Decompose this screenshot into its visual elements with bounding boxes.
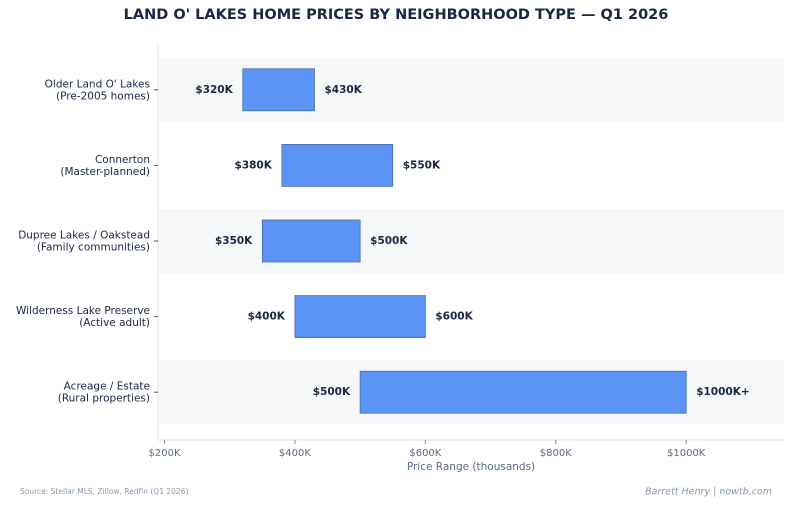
y-tick-label: Older Land O' Lakes: [45, 78, 150, 90]
x-tick-label: $600K: [409, 448, 441, 459]
y-tick-label: Acreage / Estate: [64, 381, 150, 393]
y-tick-label: Wilderness Lake Preserve: [16, 305, 150, 317]
low-label: $380K: [235, 159, 273, 171]
bar: [261, 219, 361, 263]
bar: [281, 143, 394, 187]
credit: Barrett Henry | nowtb.com: [645, 487, 772, 498]
bar: [359, 370, 687, 414]
y-tick-sublabel: (Rural properties): [58, 393, 150, 405]
x-tick-label: $800K: [540, 448, 572, 459]
bar: [294, 295, 426, 339]
high-label: $430K: [325, 84, 363, 96]
bar: [242, 68, 315, 112]
x-tick-label: $400K: [279, 448, 311, 459]
x-axis-label: Price Range (thousands): [407, 461, 535, 473]
y-tick-sublabel: (Active adult): [79, 317, 150, 329]
low-label: $320K: [195, 84, 233, 96]
y-tick-label: Connerton: [95, 154, 150, 166]
y-tick-sublabel: (Pre-2005 homes): [56, 90, 150, 102]
chart-title: LAND O' LAKES HOME PRICES BY NEIGHBORHOO…: [124, 7, 669, 23]
y-tick-sublabel: (Family communities): [37, 242, 150, 254]
y-tick-sublabel: (Master-planned): [60, 166, 150, 178]
low-label: $350K: [215, 235, 253, 247]
high-label: $550K: [403, 159, 441, 171]
low-label: $400K: [248, 311, 286, 323]
high-label: $500K: [370, 235, 408, 247]
x-tick-label: $1000K: [667, 448, 706, 459]
high-label: $600K: [435, 311, 473, 323]
low-label: $500K: [313, 386, 351, 398]
high-label: $1000K+: [696, 386, 749, 398]
x-tick-label: $200K: [149, 448, 181, 459]
source: Source: Stellar MLS, Zillow, Redfin (Q1 …: [20, 487, 188, 496]
y-tick-label: Dupree Lakes / Oakstead: [18, 230, 150, 242]
